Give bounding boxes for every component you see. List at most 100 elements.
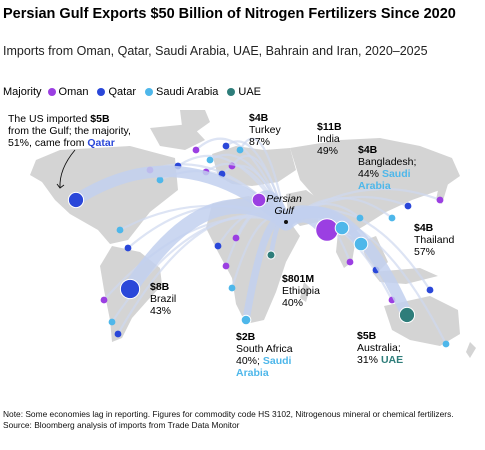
label-highlight: Qatar <box>87 137 114 149</box>
label-turkey: $4B Turkey 87% <box>249 112 281 148</box>
label-line: Thailand <box>414 234 454 246</box>
minor-destination-dot <box>108 318 116 326</box>
label-line: $5B <box>357 330 377 342</box>
legend-label-saudi-arabia: Saudi Arabia <box>156 86 219 98</box>
label-bangladesh: $4B Bangladesh; 44% Saudi Arabia <box>358 144 416 192</box>
label-line: 40%; Saudi <box>236 355 292 367</box>
minor-destination-dot <box>436 196 444 204</box>
label-thailand: $4B Thailand 57% <box>414 222 454 258</box>
label-line: $4B <box>414 222 434 234</box>
minor-destination-dot <box>232 234 240 242</box>
legend-item-uae: UAE <box>227 86 261 98</box>
bubble-thailand <box>353 236 369 252</box>
bubble-bangladesh <box>334 220 350 236</box>
label-line: $4B <box>358 144 378 156</box>
legend-item-saudi-arabia: Saudi Arabia <box>145 86 218 98</box>
label-line: $2B <box>236 331 256 343</box>
hub-label-line-1: Persian <box>266 193 302 205</box>
label-ethiopia: $801M Ethiopia 40% <box>282 273 320 309</box>
bubble-south-africa <box>240 314 252 326</box>
legend-swatch-oman <box>47 88 56 96</box>
minor-destination-dot <box>426 286 434 294</box>
label-line: Ethiopia <box>282 285 320 297</box>
label-highlight: $5B <box>90 113 110 125</box>
bubble-us <box>67 191 85 209</box>
label-text: 31% <box>357 354 381 366</box>
label-text: The US imported <box>8 113 90 125</box>
legend-label-qatar: Qatar <box>108 86 136 98</box>
label-highlight: Saudi <box>382 168 411 180</box>
label-line: Bangladesh; <box>358 156 416 168</box>
minor-destination-dot <box>114 330 122 338</box>
label-line: Turkey <box>249 124 281 136</box>
label-india: $11B India 49% <box>317 121 342 157</box>
note-text: Note: Some economies lag in reporting. F… <box>3 409 454 419</box>
label-line: India <box>317 133 340 145</box>
label-line: 87% <box>249 136 270 148</box>
label-line: South Africa <box>236 343 293 355</box>
legend-item-qatar: Qatar <box>97 86 136 98</box>
minor-destination-dot <box>192 146 200 154</box>
label-line: Australia; <box>357 342 401 354</box>
annotation-arrowhead <box>56 183 65 189</box>
legend: Majority Oman Qatar Saudi Arabia UAE <box>3 86 270 98</box>
label-line: The US imported $5B <box>8 113 110 125</box>
label-line: Arabia <box>236 367 269 379</box>
source-text: Source: Bloomberg analysis of imports fr… <box>3 419 240 430</box>
flow-line-brazil <box>122 199 294 297</box>
legend-swatch-saudi-arabia <box>145 88 153 96</box>
label-line: 40% <box>282 297 303 309</box>
bubble-australia <box>398 306 416 324</box>
label-line: $8B <box>150 281 170 293</box>
annotation-arrow <box>59 149 76 189</box>
chart-title: Persian Gulf Exports $50 Billion of Nitr… <box>3 6 456 22</box>
label-brazil: $8B Brazil 43% <box>150 281 176 317</box>
label-line: $801M <box>282 273 314 285</box>
label-line: 51%, came from Qatar <box>8 137 115 149</box>
label-line: 57% <box>414 246 435 258</box>
legend-title: Majority <box>3 86 42 98</box>
minor-destination-dot <box>346 258 354 266</box>
label-line: $4B <box>249 112 269 124</box>
minor-destination-dot <box>156 176 164 184</box>
label-line: from the Gulf; the majority, <box>8 125 131 137</box>
minor-destination-dot <box>222 142 230 150</box>
label-australia: $5B Australia; 31% UAE <box>357 330 403 366</box>
label-south-africa: $2B South Africa 40%; Saudi Arabia <box>236 331 293 379</box>
minor-destination-dot <box>404 202 412 210</box>
chart-note: Note: Some economies lag in reporting. F… <box>3 409 483 430</box>
label-line: 44% Saudi <box>358 168 411 180</box>
label-line: 43% <box>150 305 171 317</box>
label-line: Brazil <box>150 293 176 305</box>
destination-labels: The US imported $5B from the Gulf; the ma… <box>8 112 454 379</box>
label-text: 44% <box>358 168 382 180</box>
minor-destination-dot <box>222 262 230 270</box>
label-line: 31% UAE <box>357 354 403 366</box>
minor-destination-dot <box>100 296 108 304</box>
label-us: The US imported $5B from the Gulf; the ma… <box>8 113 131 149</box>
legend-item-oman: Oman <box>47 86 89 98</box>
label-highlight: Saudi <box>263 355 292 367</box>
legend-swatch-uae <box>227 88 236 96</box>
label-line: 49% <box>317 145 338 157</box>
minor-destination-dot <box>214 242 222 250</box>
minor-destination-dot <box>228 284 236 292</box>
persian-gulf-hub: Persian Gulf <box>266 193 302 224</box>
bubble-ethiopia <box>266 250 276 260</box>
minor-destination-dot <box>442 340 450 348</box>
bubble-brazil <box>119 278 141 300</box>
label-line: Arabia <box>358 180 391 192</box>
minor-destination-dot <box>236 146 244 154</box>
bubble-turkey <box>251 192 267 208</box>
minor-destination-dot <box>116 226 124 234</box>
label-line: $11B <box>317 121 342 133</box>
legend-swatch-qatar <box>97 88 106 96</box>
bubble-india <box>315 218 339 242</box>
legend-label-oman: Oman <box>58 86 89 98</box>
flow-map: Persian Gulf The US imported $5B from the… <box>8 110 476 379</box>
label-highlight: UAE <box>381 354 403 366</box>
legend-label-uae: UAE <box>238 86 262 98</box>
hub-dot <box>284 220 288 224</box>
label-highlight: Arabia <box>358 180 391 192</box>
chart-subtitle: Imports from Oman, Qatar, Saudi Arabia, … <box>3 44 428 58</box>
